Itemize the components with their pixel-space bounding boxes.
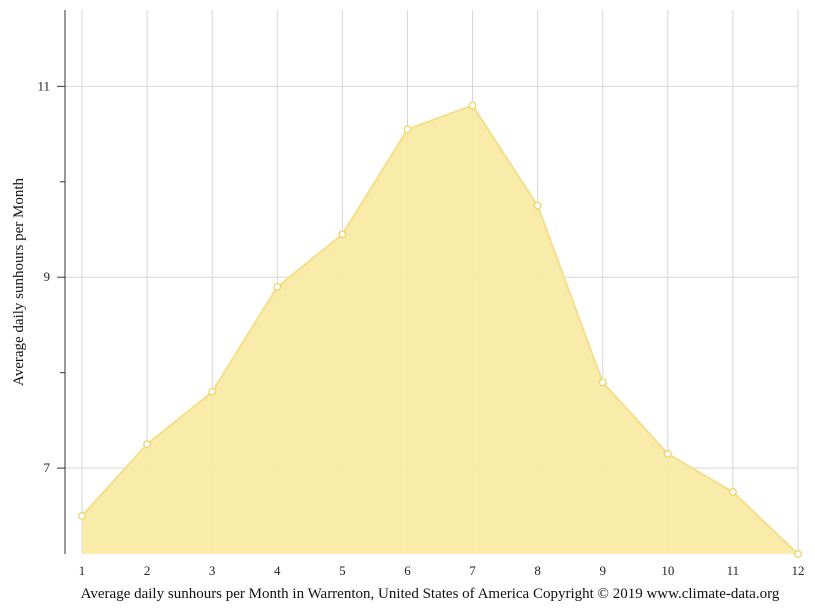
sunhours-area-fill <box>82 105 798 555</box>
x-tick-label-9: 9 <box>599 563 606 578</box>
data-point-3 <box>208 387 217 396</box>
x-tick-label-6: 6 <box>404 563 411 578</box>
x-tick-label-10: 10 <box>661 563 674 578</box>
y-axis-ticks: 7 9 11 <box>37 78 65 475</box>
y-axis-title: Average daily sunhours per Month <box>11 178 27 387</box>
x-tick-label-2: 2 <box>144 563 151 578</box>
chart-caption: Average daily sunhours per Month in Warr… <box>81 586 780 602</box>
data-point-4 <box>273 282 282 291</box>
data-point-11 <box>728 488 737 496</box>
x-tick-label-5: 5 <box>339 563 346 578</box>
y-tick-label-9: 9 <box>44 269 51 284</box>
y-tick-label-11: 11 <box>37 78 50 93</box>
data-point-6 <box>403 125 412 134</box>
x-tick-label-7: 7 <box>469 563 476 578</box>
x-tick-label-12: 12 <box>792 563 805 578</box>
data-point-9 <box>598 378 607 387</box>
data-point-10 <box>663 449 672 458</box>
data-point-7 <box>468 101 477 110</box>
x-axis-ticks: 1 2 3 4 5 6 7 8 9 10 11 12 <box>79 563 805 578</box>
x-tick-label-4: 4 <box>274 563 281 578</box>
data-points <box>78 101 802 558</box>
data-point-1 <box>78 511 86 520</box>
x-tick-label-11: 11 <box>727 563 740 578</box>
data-point-8 <box>533 201 542 210</box>
data-point-12 <box>794 550 802 558</box>
sunhours-series-line <box>81 104 799 555</box>
x-tick-label-3: 3 <box>209 563 216 578</box>
data-point-5 <box>338 230 347 239</box>
x-tick-label-8: 8 <box>534 563 541 578</box>
data-point-2 <box>143 440 152 449</box>
x-tick-label-1: 1 <box>79 563 86 578</box>
y-tick-label-7: 7 <box>44 460 51 475</box>
